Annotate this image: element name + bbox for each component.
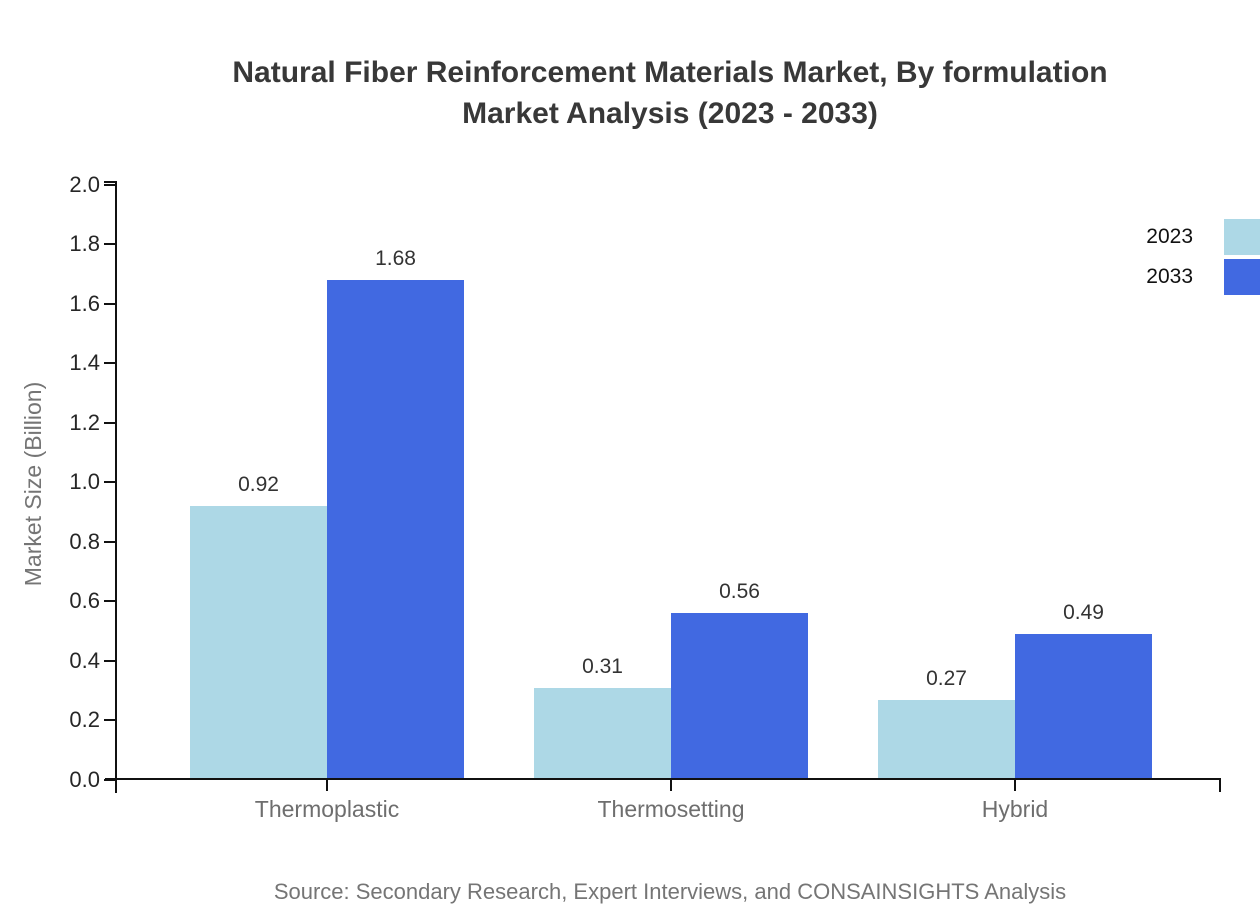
y-tick-label: 0.4 <box>69 647 100 673</box>
bar-value-label-2023-thermosetting: 0.31 <box>582 654 623 678</box>
legend-swatch-2023 <box>1224 219 1260 255</box>
x-tick-mark-thermosetting <box>670 780 672 791</box>
category-label-hybrid: Hybrid <box>981 796 1049 822</box>
y-tick-mark <box>104 243 117 246</box>
y-tick-mark <box>104 719 117 722</box>
source-note: Source: Secondary Research, Expert Inter… <box>273 879 1067 904</box>
y-tick-mark <box>104 362 117 365</box>
y-tick-label: 0.0 <box>69 767 100 792</box>
category-label-thermosetting: Thermosetting <box>597 796 745 822</box>
y-tick-label: 1.6 <box>69 290 100 316</box>
y-tick-label: 0.6 <box>69 588 100 614</box>
y-axis-top-cap <box>104 181 117 183</box>
x-tick-mark-hybrid <box>1014 780 1016 791</box>
bar-2033-hybrid <box>1015 634 1152 780</box>
bar-2033-thermoplastic <box>327 279 464 780</box>
bar-value-label-2033-hybrid: 0.49 <box>1063 601 1104 625</box>
y-tick-mark <box>104 600 117 603</box>
y-tick-mark <box>104 540 117 543</box>
y-tick-mark <box>104 779 117 781</box>
y-tick-label: 2.0 <box>69 171 100 197</box>
chart-title-line2: Market Analysis (2023 - 2033) <box>462 97 878 130</box>
y-tick-mark <box>104 183 117 186</box>
legend-swatch-2033 <box>1224 259 1260 295</box>
y-tick-label: 1.8 <box>69 231 100 257</box>
bar-2023-hybrid <box>878 699 1015 780</box>
legend-label-2023: 2023 <box>1146 225 1193 248</box>
x-tick-mark-thermoplastic <box>326 780 328 791</box>
chart-title-line1: Natural Fiber Reinforcement Materials Ma… <box>232 56 1108 89</box>
category-label-thermoplastic: Thermoplastic <box>254 796 400 822</box>
bar-value-label-2023-thermoplastic: 0.92 <box>238 473 279 497</box>
bar-value-label-2033-thermoplastic: 1.68 <box>375 246 416 270</box>
y-tick-mark <box>104 302 117 305</box>
x-axis-spine <box>105 778 1221 780</box>
bar-2023-thermosetting <box>534 687 671 780</box>
y-tick-label: 1.4 <box>69 350 100 376</box>
y-tick-label: 0.8 <box>69 528 100 554</box>
y-tick-mark <box>104 421 117 424</box>
y-tick-label: 0.2 <box>69 707 100 733</box>
bar-2033-thermosetting <box>671 613 808 780</box>
chart-title: Natural Fiber Reinforcement Materials Ma… <box>0 52 1260 134</box>
x-axis-end-cap <box>1219 780 1221 792</box>
y-tick-mark <box>104 659 117 662</box>
y-tick-label: 1.0 <box>69 469 100 495</box>
bar-2023-thermoplastic <box>190 506 327 780</box>
bar-value-label-2033-thermosetting: 0.56 <box>719 580 760 604</box>
y-axis-spine <box>115 181 117 793</box>
legend-label-2033: 2033 <box>1146 265 1193 288</box>
y-tick-mark <box>104 481 117 484</box>
bar-value-label-2023-hybrid: 0.27 <box>926 666 967 690</box>
y-tick-label: 1.2 <box>69 409 100 435</box>
